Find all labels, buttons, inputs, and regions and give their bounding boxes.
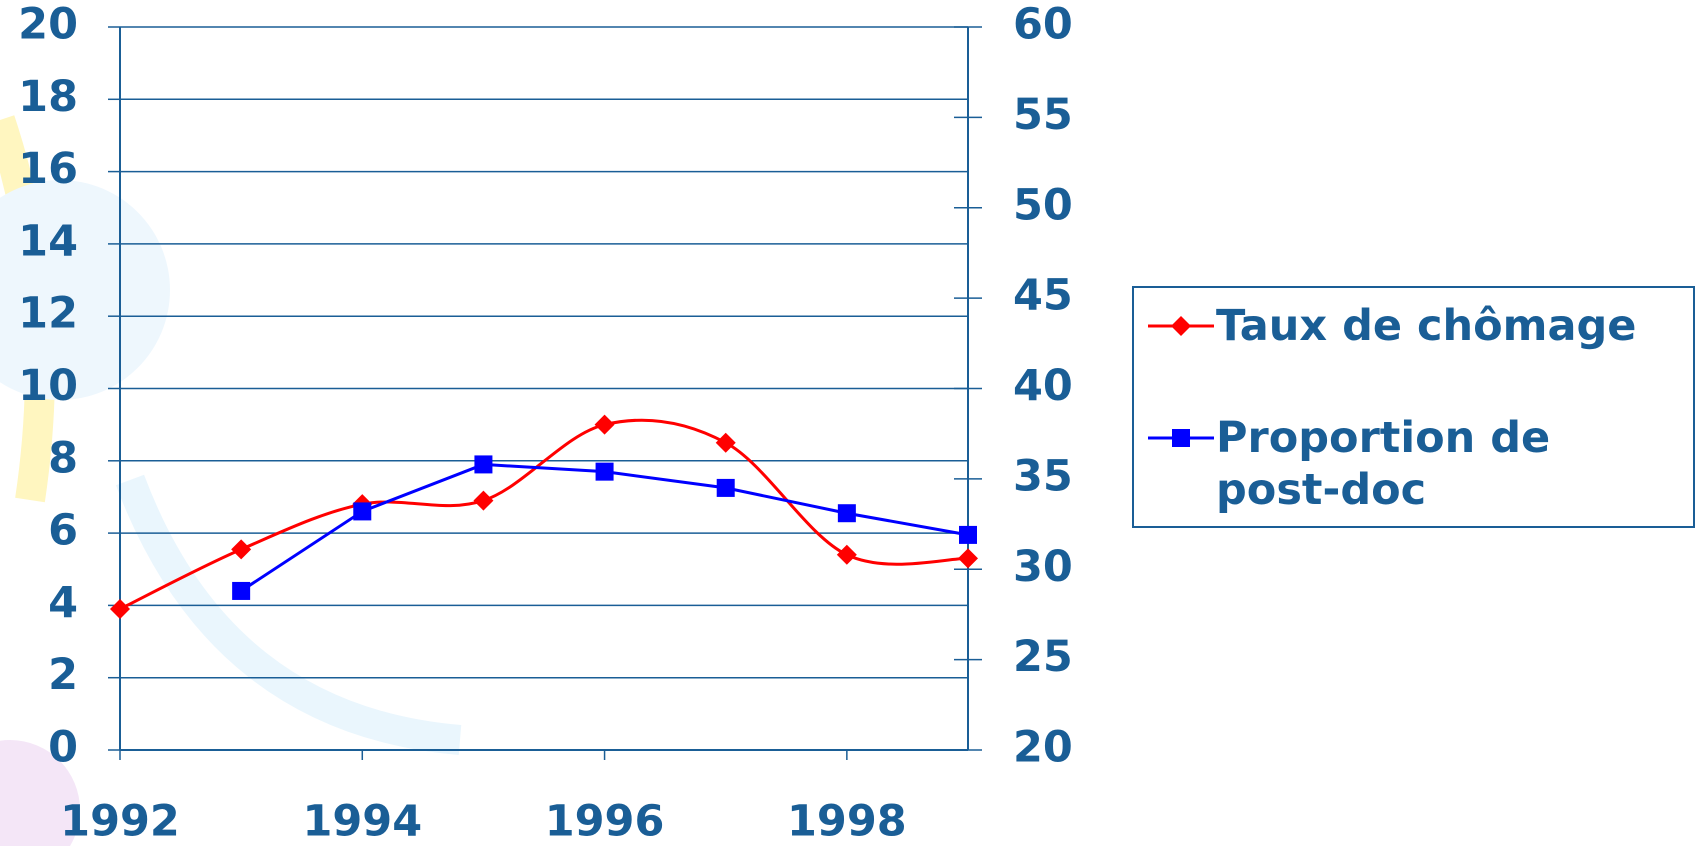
y-tick-label: 0 (48, 723, 78, 773)
marker (715, 432, 736, 453)
marker (232, 581, 251, 600)
y-tick-label: 2 (48, 650, 78, 700)
legend-icon (1148, 429, 1214, 447)
marker (837, 504, 856, 523)
y-tick-label: 18 (18, 72, 78, 122)
x-tick-label: 1994 (302, 797, 422, 846)
legend-entry: Proportion de post-doc (1148, 412, 1686, 516)
y2-tick-label: 45 (1013, 271, 1073, 321)
x-tick-label: 1992 (60, 797, 180, 846)
marker (110, 599, 130, 620)
x-tick-label: 1998 (787, 797, 907, 846)
y2-tick-label: 30 (1013, 542, 1073, 592)
marker (474, 455, 493, 474)
decoration (0, 180, 170, 400)
decoration (115, 474, 462, 755)
marker (836, 544, 857, 565)
y-tick-label: 4 (48, 578, 78, 628)
legend-entry: Taux de chômage (1148, 300, 1686, 352)
x-tick-label: 1996 (545, 797, 665, 846)
y-tick-label: 16 (18, 144, 78, 194)
y2-tick-label: 40 (1013, 361, 1073, 411)
series-line (240, 462, 969, 593)
marker (473, 490, 494, 511)
y-tick-label: 8 (48, 433, 78, 483)
legend-label: Taux de chômage (1216, 301, 1637, 351)
marker (959, 525, 977, 544)
marker (231, 539, 252, 560)
y2-tick-label: 50 (1013, 180, 1073, 230)
legend: Taux de chômage Proportion de post-doc (1132, 286, 1695, 528)
marker (1172, 429, 1190, 447)
y-tick-label: 20 (18, 0, 78, 50)
marker (353, 502, 372, 521)
marker (716, 478, 735, 497)
y2-tick-label: 25 (1013, 632, 1073, 682)
y-tick-label: 12 (18, 289, 78, 339)
series-line (119, 418, 969, 611)
marker (595, 462, 614, 481)
y-tick-label: 6 (48, 506, 78, 556)
y-tick-label: 10 (18, 361, 78, 411)
marker (1171, 316, 1191, 336)
y2-tick-label: 35 (1013, 451, 1073, 501)
marker (594, 414, 615, 435)
marker (958, 548, 978, 569)
decoration (0, 740, 80, 846)
y2-tick-label: 60 (1013, 0, 1073, 50)
y2-tick-label: 55 (1013, 90, 1073, 140)
y2-tick-label: 20 (1013, 723, 1073, 773)
y-tick-label: 14 (18, 216, 78, 266)
legend-label: Proportion de post-doc (1216, 413, 1551, 515)
legend-icon (1148, 316, 1214, 336)
